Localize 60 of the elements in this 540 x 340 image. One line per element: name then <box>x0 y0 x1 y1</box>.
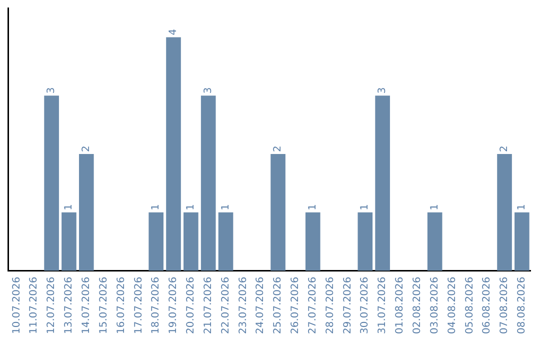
data-label: 2 <box>80 146 92 152</box>
x-tick-label: 07.08.2026 <box>499 276 510 334</box>
data-label: 1 <box>516 204 528 210</box>
x-tick-label: 06.08.2026 <box>482 276 493 334</box>
x-tick-label: 02.08.2026 <box>412 276 423 334</box>
x-tick-label: 15.07.2026 <box>98 276 110 334</box>
x-tick-label: 20.07.2026 <box>186 276 197 334</box>
bar <box>375 96 390 271</box>
bar <box>200 96 216 271</box>
data-label: 1 <box>64 204 75 210</box>
bar <box>270 154 286 271</box>
bar <box>184 212 198 271</box>
data-label: 1 <box>360 204 371 210</box>
x-tick-label: 31.07.2026 <box>377 276 388 334</box>
x-tick-label: 12.07.2026 <box>46 276 58 334</box>
x-tick-label: 16.07.2026 <box>116 276 127 334</box>
bar <box>62 212 76 271</box>
data-label: 2 <box>272 146 284 152</box>
bar <box>514 212 530 271</box>
x-tick-label: 28.07.2026 <box>324 276 336 334</box>
data-label: 1 <box>220 204 232 210</box>
x-tick-label: 22.07.2026 <box>220 276 232 334</box>
data-label: 2 <box>499 146 510 152</box>
x-tick-label: 03.08.2026 <box>429 276 440 334</box>
x-tick-label: 18.07.2026 <box>150 276 162 334</box>
x-tick-label: 08.08.2026 <box>516 276 528 334</box>
x-tick-label: 17.07.2026 <box>133 276 144 334</box>
data-label: 1 <box>429 204 440 210</box>
x-tick-label: 26.07.2026 <box>290 276 302 334</box>
x-tick-label: 04.08.2026 <box>446 276 458 334</box>
bar <box>497 154 512 271</box>
x-tick-label: 13.07.2026 <box>64 276 75 334</box>
x-tick-label: 30.07.2026 <box>360 276 371 334</box>
x-tick-label: 05.08.2026 <box>464 276 476 334</box>
x-tick-label: 23.07.2026 <box>238 276 249 334</box>
x-tick-label: 11.07.2026 <box>28 276 40 334</box>
x-tick-label: 27.07.2026 <box>307 276 318 334</box>
data-label: 1 <box>186 204 197 210</box>
bar <box>218 212 234 271</box>
bar <box>305 212 320 271</box>
x-tick-label: 21.07.2026 <box>202 276 214 334</box>
data-label: 3 <box>377 87 388 94</box>
x-tick-label: 29.07.2026 <box>342 276 354 334</box>
bar <box>44 96 59 271</box>
data-label: 3 <box>46 87 58 94</box>
data-label: 4 <box>168 28 180 36</box>
x-tick-label: 24.07.2026 <box>255 276 266 334</box>
bar <box>78 154 94 271</box>
bar <box>148 212 164 271</box>
data-label: 1 <box>150 204 162 210</box>
x-tick-label: 14.07.2026 <box>80 276 92 334</box>
data-label: 3 <box>202 87 214 94</box>
x-tick-label: 19.07.2026 <box>168 276 180 334</box>
data-label: 1 <box>307 204 318 210</box>
bar <box>358 212 373 271</box>
x-tick-label: 25.07.2026 <box>272 276 284 334</box>
bar <box>166 37 181 271</box>
x-tick-label: 01.08.2026 <box>394 276 406 334</box>
bar <box>427 212 442 271</box>
x-tick-label: 10.07.2026 <box>11 276 22 334</box>
